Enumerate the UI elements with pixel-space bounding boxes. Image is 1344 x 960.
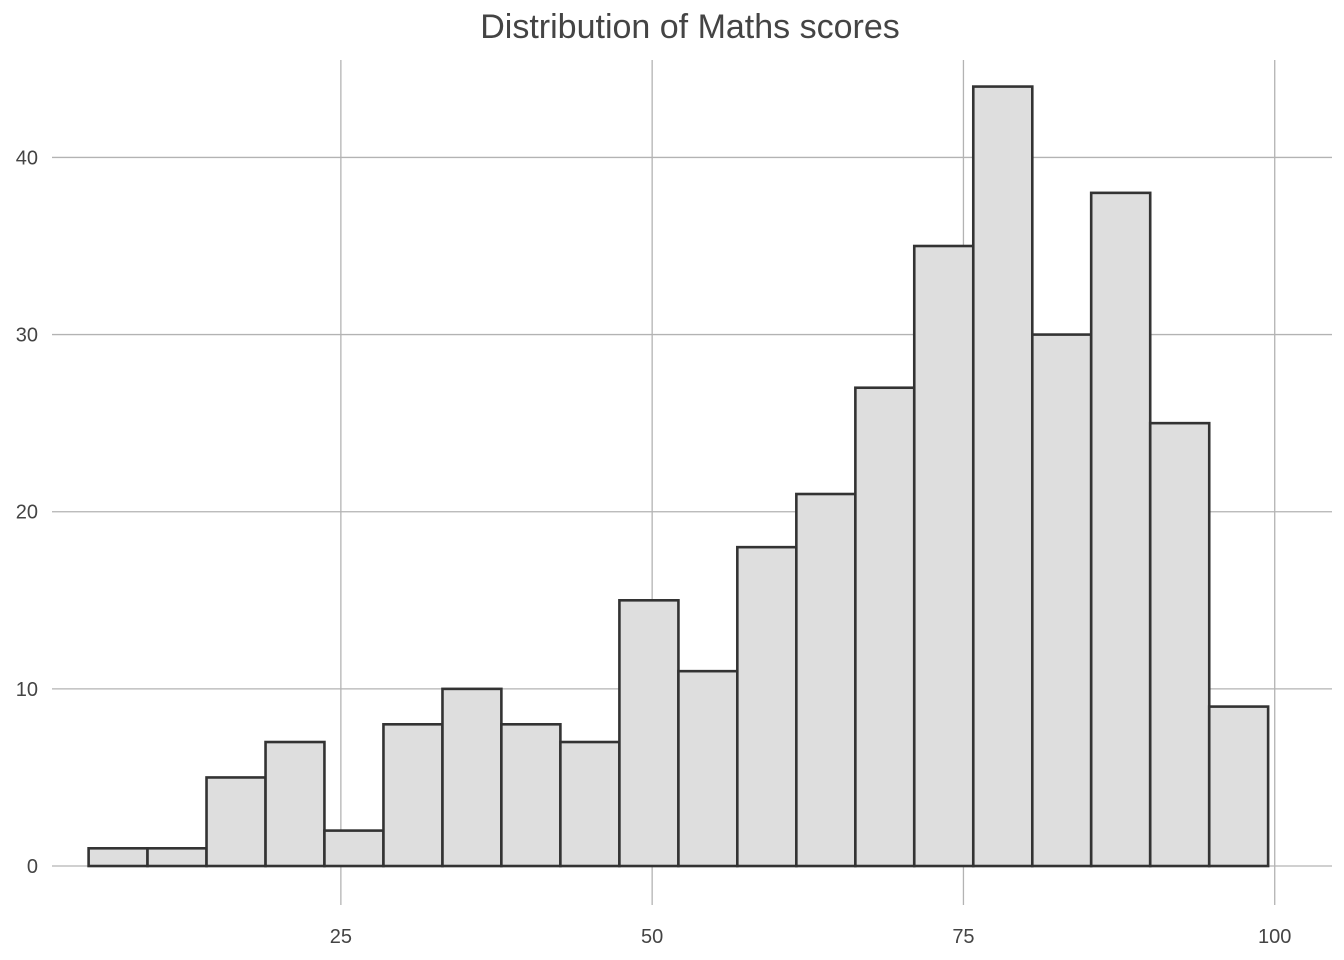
x-tick-label-100: 100: [1258, 926, 1291, 948]
bar-17: [1030, 333, 1093, 868]
bars: [87, 85, 1270, 868]
bar-13: [795, 492, 857, 868]
bar-9: [559, 740, 621, 868]
bar-7: [441, 687, 503, 868]
tick-labels: 0 10 20 30 40 25 50 75 100: [16, 147, 1292, 948]
x-tick-label-25: 25: [330, 926, 352, 948]
y-tick-label-30: 30: [16, 325, 38, 347]
bar-8: [500, 723, 562, 868]
y-tick-label-20: 20: [16, 502, 38, 524]
y-tick-label-40: 40: [16, 147, 38, 169]
bar-11: [677, 669, 739, 868]
bar-18: [1089, 191, 1152, 868]
y-tick-label-0: 0: [27, 856, 38, 878]
grid-lines: [52, 60, 1332, 905]
bar-2: [146, 847, 208, 868]
bar-16: [971, 85, 1034, 868]
bar-4: [264, 740, 326, 868]
bar-15: [912, 244, 975, 868]
bar-3: [205, 776, 267, 868]
bar-1: [87, 847, 149, 868]
bar-19: [1148, 421, 1211, 868]
bar-12: [736, 545, 798, 868]
bar-10: [618, 599, 680, 868]
bar-5: [323, 829, 385, 868]
y-tick-label-10: 10: [16, 679, 38, 701]
bar-14: [854, 386, 916, 868]
x-tick-label-75: 75: [952, 926, 974, 948]
bar-20: [1207, 705, 1270, 868]
bar-6: [382, 723, 444, 868]
chart-title: Distribution of Maths scores: [480, 8, 900, 46]
x-tick-label-50: 50: [641, 926, 663, 948]
